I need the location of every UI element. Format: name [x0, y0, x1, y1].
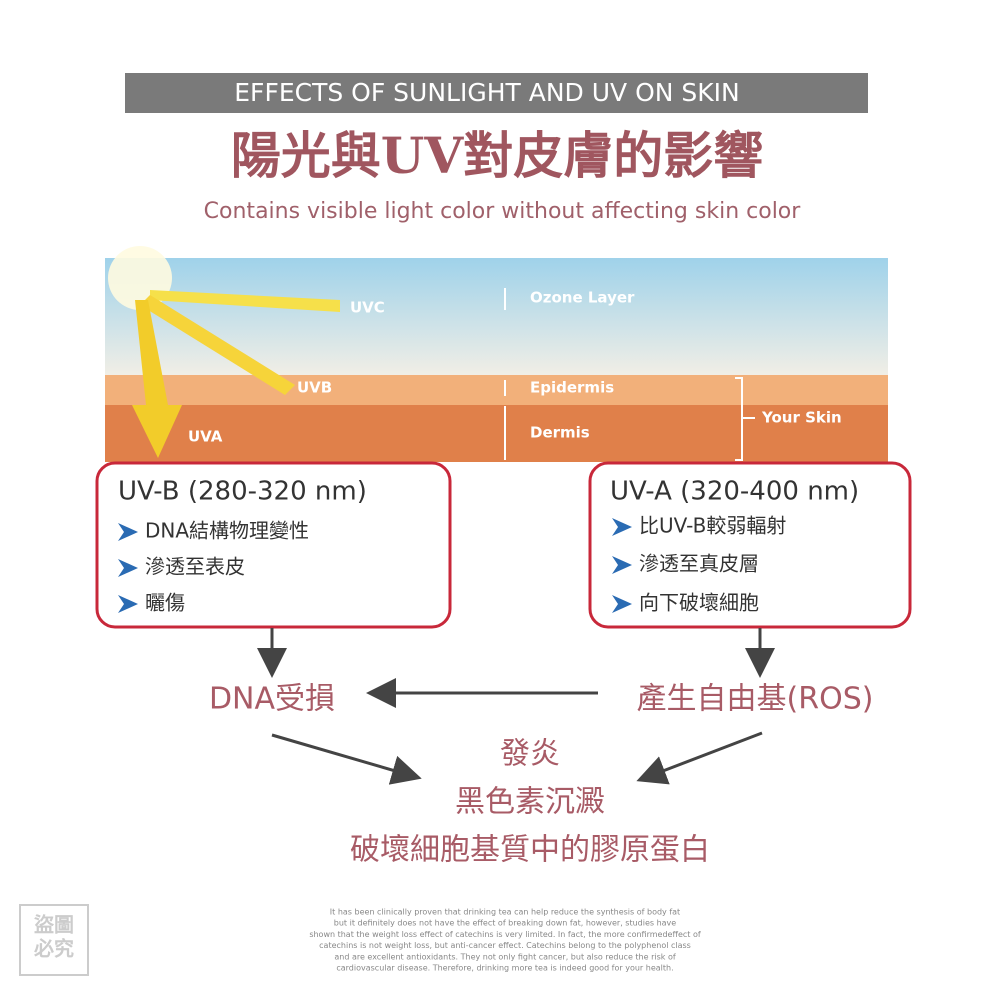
- layer-label: Dermis: [530, 424, 590, 442]
- watermark-box: [19, 904, 89, 976]
- ray-label: UVA: [188, 428, 223, 446]
- box: [588, 461, 912, 629]
- group-label: Your Skin: [761, 409, 842, 427]
- footer-line: shown that the weight loss effect of cat…: [309, 930, 701, 939]
- result: 黑色素沉澱: [455, 785, 605, 820]
- box-title: UV-B (280-320 nm): [118, 477, 367, 507]
- layer-label: Epidermis: [530, 379, 614, 397]
- watermark: 盜圖: [34, 913, 74, 937]
- ray-label: UVC: [350, 299, 385, 317]
- effect: 產生自由基(ROS): [637, 682, 874, 717]
- effect: DNA受損: [209, 682, 335, 717]
- box-title: UV-A (320-400 nm): [610, 477, 859, 507]
- footer-line: catechins is not weight loss, but anti-c…: [319, 941, 691, 950]
- footer-line: but it definitely does not have the effe…: [334, 919, 677, 928]
- footer-line: and are excellent antioxidants. They not…: [334, 952, 675, 961]
- arrows: [257, 628, 775, 785]
- box-item: 滲透至表皮: [145, 555, 245, 579]
- box-item: 滲透至真皮層: [639, 552, 759, 576]
- box-item: 比UV-B較弱輻射: [639, 514, 786, 538]
- footer: It has been clinically proven that drink…: [309, 908, 701, 973]
- title: 陽光與UV對皮膚的影響: [231, 126, 763, 185]
- box-item: 向下破壞細胞: [639, 591, 759, 615]
- result: 破壞細胞基質中的膠原蛋白: [350, 833, 710, 868]
- bullets: [118, 518, 632, 613]
- footer-line: It has been clinically proven that drink…: [330, 908, 680, 917]
- banner: EFFECTS OF SUNLIGHT AND UV ON SKIN: [234, 78, 739, 107]
- ray-label: UVB: [297, 379, 332, 397]
- result: 發炎: [500, 737, 560, 772]
- box-item: 曬傷: [145, 591, 185, 615]
- watermark: 必究: [33, 937, 74, 961]
- box: [95, 461, 452, 629]
- box-item: DNA結構物理變性: [145, 519, 309, 543]
- layer-label: Ozone Layer: [530, 289, 635, 307]
- subtitle: Contains visible light color without aff…: [204, 199, 802, 224]
- banner-bar: [125, 73, 868, 113]
- illustration: [105, 246, 888, 462]
- footer-line: cardiovascular disease. Therefore, drink…: [336, 964, 673, 973]
